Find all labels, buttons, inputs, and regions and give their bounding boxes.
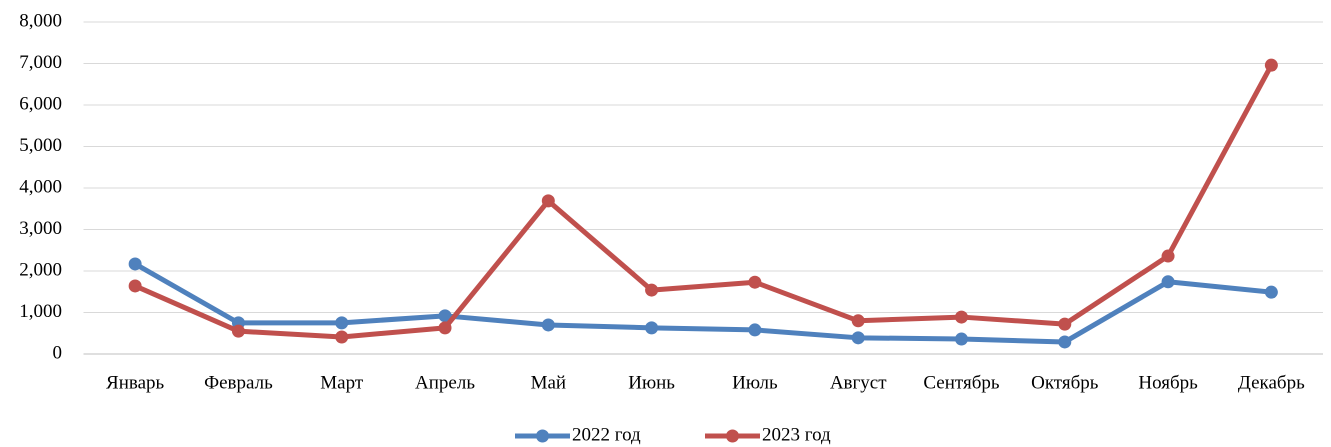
data-point <box>851 331 865 345</box>
data-point <box>748 275 762 289</box>
data-point <box>128 279 142 293</box>
x-tick-label: Май <box>531 372 567 393</box>
data-point <box>438 321 452 335</box>
data-point <box>335 316 349 330</box>
data-point <box>438 309 452 323</box>
legend-label: 2022 год <box>572 424 641 445</box>
y-tick-label: 5,000 <box>19 135 62 156</box>
y-tick-label: 4,000 <box>19 176 62 197</box>
data-point <box>1264 58 1278 72</box>
series-line <box>134 63 1274 340</box>
data-point <box>128 257 142 271</box>
x-tick-label: Сентябрь <box>923 372 999 393</box>
data-point <box>851 314 865 328</box>
data-point <box>1161 275 1175 289</box>
legend-marker <box>536 429 549 443</box>
x-tick-label: Февраль <box>204 372 273 393</box>
y-tick-label: 8,000 <box>19 10 62 31</box>
x-tick-label: Июль <box>732 372 778 393</box>
x-tick-label: Октябрь <box>1031 372 1099 393</box>
data-point <box>954 310 968 324</box>
data-point <box>541 318 555 332</box>
x-tick-label: Ноябрь <box>1138 372 1198 393</box>
y-tick-label: 3,000 <box>19 218 62 239</box>
data-point <box>954 332 968 346</box>
data-point <box>1058 335 1072 349</box>
y-tick-label: 7,000 <box>19 52 62 73</box>
data-point <box>541 194 555 208</box>
y-tick-label: 2,000 <box>19 259 62 280</box>
legend-label: 2023 год <box>762 424 831 445</box>
data-point <box>645 283 659 297</box>
data-point <box>1161 249 1175 263</box>
data-point <box>645 321 659 335</box>
data-point <box>748 323 762 337</box>
data-point <box>335 330 349 344</box>
data-point <box>1264 285 1278 299</box>
x-tick-label: Январь <box>106 372 164 393</box>
x-tick-label: Август <box>830 372 887 393</box>
y-tick-label: 1,000 <box>19 301 62 322</box>
legend-marker <box>726 429 739 443</box>
data-point <box>1058 317 1072 331</box>
y-tick-label: 6,000 <box>19 93 62 114</box>
x-tick-label: Июнь <box>628 372 675 393</box>
series-line <box>133 261 1272 345</box>
data-point <box>231 324 245 338</box>
x-tick-label: Март <box>320 372 364 393</box>
x-tick-label: Апрель <box>415 372 475 393</box>
y-tick-label: 0 <box>53 342 63 363</box>
x-tick-label: Декабрь <box>1238 372 1305 393</box>
